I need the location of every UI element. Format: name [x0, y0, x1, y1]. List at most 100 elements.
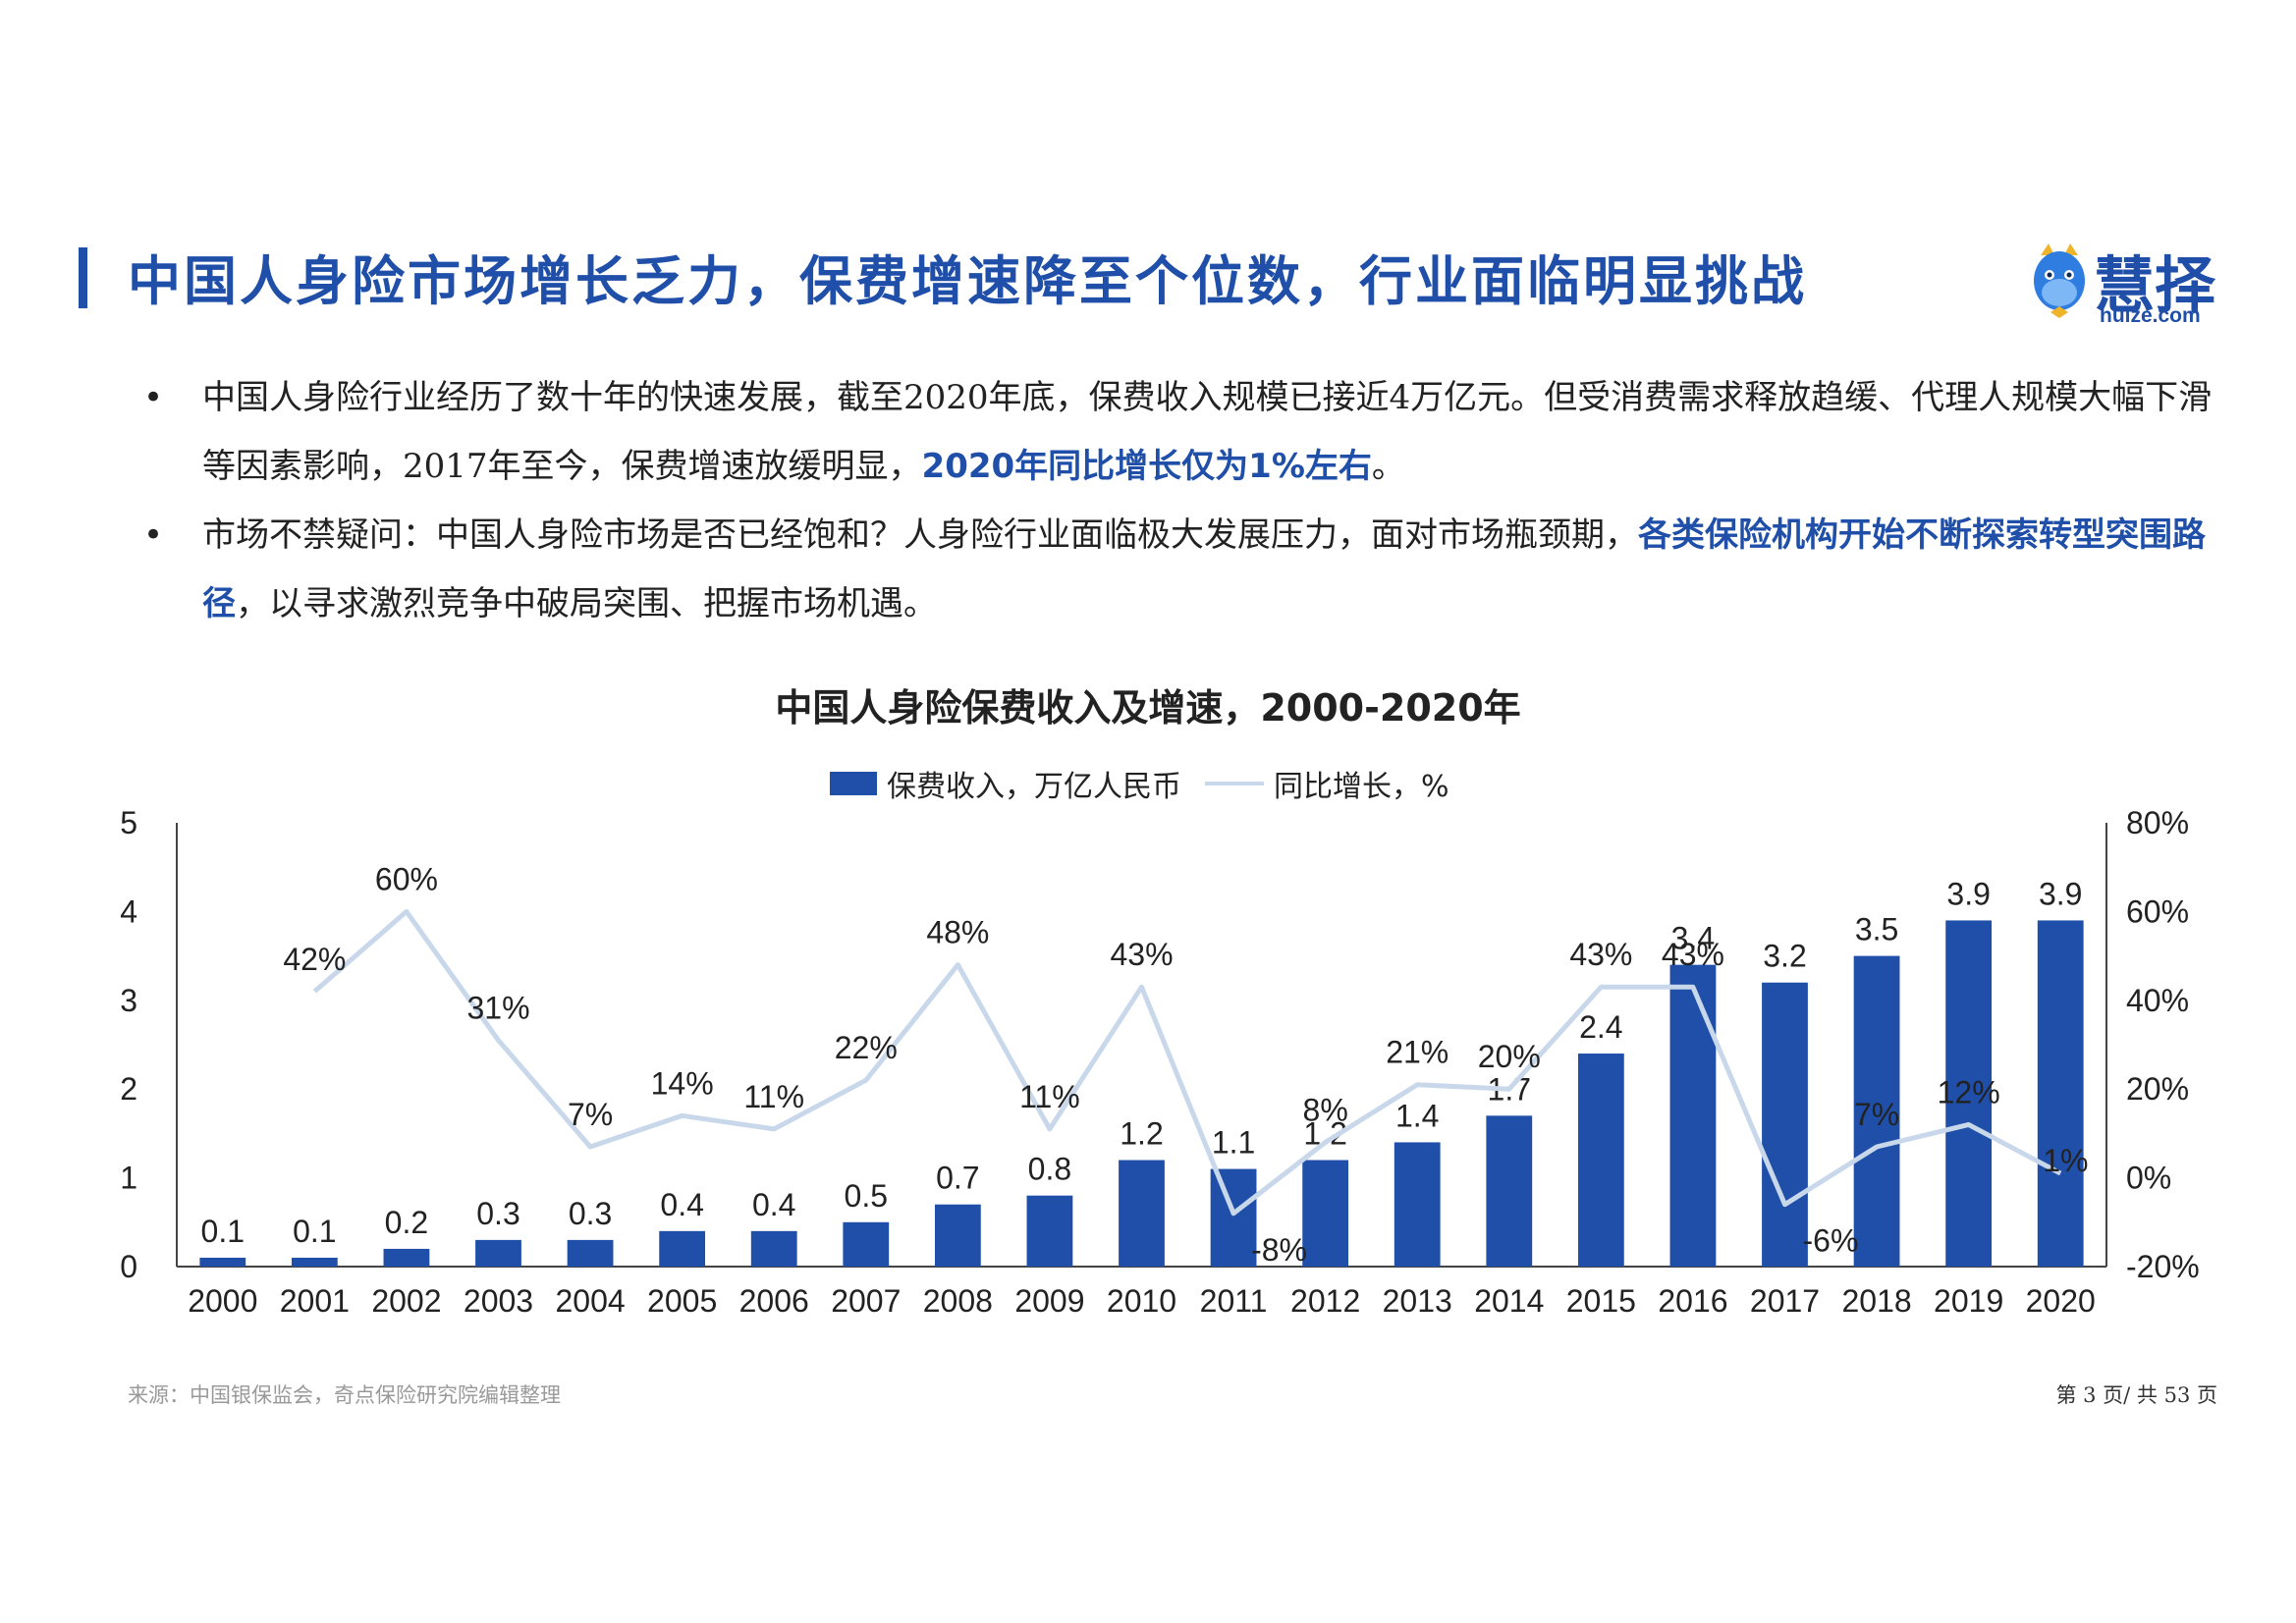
line-data-label: -6%	[1803, 1223, 1859, 1259]
bullet-item: • 市场不禁疑问：中国人身险市场是否已经饱和？人身险行业面临极大发展压力，面对市场…	[137, 501, 2219, 638]
y-tick-label-left: 4	[120, 893, 137, 929]
bar-data-label: 0.5	[845, 1178, 888, 1214]
y-tick-label-left: 3	[120, 983, 137, 1018]
bar-data-label: 3.5	[1855, 912, 1898, 947]
x-tick-label: 2006	[739, 1283, 809, 1319]
bullet-highlight: 2020年同比增长仅为1%左右	[921, 447, 1372, 486]
x-tick-label: 2015	[1566, 1283, 1636, 1319]
x-tick-label: 2012	[1290, 1283, 1360, 1319]
y-tick-label-right: -20%	[2126, 1249, 2200, 1284]
x-tick-label: 2020	[2026, 1283, 2096, 1319]
chart-title: 中国人身险保费收入及增速，2000-2020年	[775, 686, 1521, 730]
x-tick-label: 2004	[555, 1283, 625, 1319]
bullet-text-tail: 。	[1371, 447, 1405, 486]
bar	[199, 1257, 246, 1267]
line-data-label: 11%	[743, 1079, 804, 1114]
bar-data-label: 0.8	[1028, 1152, 1071, 1187]
bar	[1119, 1160, 1165, 1267]
y-tick-label-right: 80%	[2126, 805, 2189, 840]
y-tick-label-left: 5	[120, 805, 137, 840]
line-data-label: 31%	[466, 990, 529, 1025]
bullet-list: • 中国人身险行业经历了数十年的快速发展，截至2020年底，保费收入规模已接近4万…	[137, 363, 2219, 638]
x-tick-label: 2013	[1383, 1283, 1452, 1319]
line-data-label: 43%	[1569, 937, 1632, 972]
line-data-label: 48%	[926, 915, 989, 950]
y-tick-label-left: 0	[120, 1249, 137, 1284]
line-data-label: -8%	[1251, 1232, 1307, 1268]
x-tick-label: 2003	[464, 1283, 533, 1319]
bullet-marker: •	[143, 378, 164, 417]
line-data-label: 43%	[1662, 937, 1724, 972]
legend-bar-label: 保费收入，万亿人民币	[887, 770, 1181, 804]
line-data-label: 11%	[1019, 1079, 1080, 1114]
line-data-label: 42%	[283, 942, 346, 977]
line-data-label: 60%	[375, 861, 438, 896]
line-data-label: 22%	[835, 1030, 898, 1065]
bullet-text: 市场不禁疑问：中国人身险市场是否已经饱和？人身险行业面临极大发展压力，面对市场瓶…	[202, 515, 1638, 555]
line-data-label: 8%	[1303, 1092, 1348, 1127]
page-number: 第 3 页/ 共 53 页	[2055, 1383, 2217, 1407]
bar-data-label: 0.4	[752, 1187, 795, 1222]
bar	[2037, 920, 2084, 1267]
y-tick-label-left: 1	[120, 1161, 137, 1196]
bar-data-label: 0.3	[476, 1196, 519, 1231]
bar	[1394, 1142, 1441, 1267]
line-data-label: 7%	[568, 1097, 613, 1132]
bar	[1669, 964, 1717, 1267]
bar-data-label: 3.2	[1763, 939, 1806, 974]
y-tick-label-right: 40%	[2126, 983, 2189, 1018]
x-tick-label: 2007	[831, 1283, 901, 1319]
bar	[843, 1221, 890, 1267]
legend-line-swatch	[1205, 782, 1264, 785]
line-data-label: 1%	[2043, 1143, 2088, 1178]
bar	[567, 1239, 614, 1267]
x-tick-label: 2008	[923, 1283, 993, 1319]
bar	[475, 1239, 521, 1267]
y-tick-label-right: 60%	[2126, 893, 2189, 929]
x-tick-label: 2014	[1474, 1283, 1544, 1319]
y-tick-label-right: 0%	[2126, 1161, 2171, 1196]
bar-data-label: 0.4	[660, 1187, 703, 1222]
bar	[1945, 920, 1993, 1267]
line-data-label: 21%	[1386, 1035, 1449, 1070]
bar-data-label: 0.2	[385, 1205, 428, 1240]
x-tick-label: 2011	[1200, 1283, 1268, 1319]
line-data-label: 7%	[1854, 1097, 1899, 1132]
line-data-label: 20%	[1478, 1039, 1541, 1074]
bar	[750, 1230, 797, 1267]
x-tick-label: 2016	[1658, 1283, 1727, 1319]
bar-data-label: 0.1	[201, 1214, 245, 1249]
x-tick-label: 2002	[371, 1283, 441, 1319]
line-data-label: 14%	[651, 1065, 714, 1101]
bullet-text: 中国人身险行业经历了数十年的快速发展，截至2020年底，保费收入规模已接近4万亿…	[202, 378, 2213, 486]
bar-data-label: 0.7	[936, 1161, 979, 1196]
growth-line	[312, 908, 2062, 1217]
bar-data-label: 2.4	[1579, 1009, 1622, 1045]
bar	[1026, 1195, 1073, 1267]
bar	[291, 1257, 338, 1267]
y-tick-label-right: 20%	[2126, 1071, 2189, 1107]
logo-name: 慧择	[2094, 249, 2216, 321]
bullet-text-tail: ，以寻求激烈竞争中破局突围、把握市场机遇。	[236, 584, 937, 623]
x-tick-label: 2001	[280, 1283, 350, 1319]
legend-line-label: 同比增长，%	[1274, 770, 1449, 804]
bar-data-label: 0.3	[569, 1196, 612, 1231]
x-tick-label: 2005	[647, 1283, 717, 1319]
logo-domain: huize.com	[2100, 304, 2201, 327]
bar	[1577, 1054, 1624, 1267]
bar	[1210, 1168, 1257, 1267]
x-tick-label: 2018	[1841, 1283, 1911, 1319]
bullet-item: • 中国人身险行业经历了数十年的快速发展，截至2020年底，保费收入规模已接近4万…	[137, 363, 2219, 501]
line-data-label: 12%	[1938, 1074, 2000, 1109]
horse-mascot-icon	[2034, 243, 2085, 318]
bar-data-label: 3.9	[2039, 876, 2082, 911]
x-tick-label: 2000	[188, 1283, 257, 1319]
page-title: 中国人身险市场增长乏力，保费增速降至个位数，行业面临明显挑战	[128, 250, 1807, 312]
bar	[1853, 955, 1900, 1267]
bar-data-label: 1.2	[1120, 1116, 1163, 1152]
bar	[383, 1248, 430, 1267]
footer-source: 来源：中国银保监会，奇点保险研究院编辑整理	[128, 1383, 561, 1407]
bar-data-label: 3.9	[1946, 876, 1990, 911]
line-data-label: 43%	[1110, 937, 1173, 972]
